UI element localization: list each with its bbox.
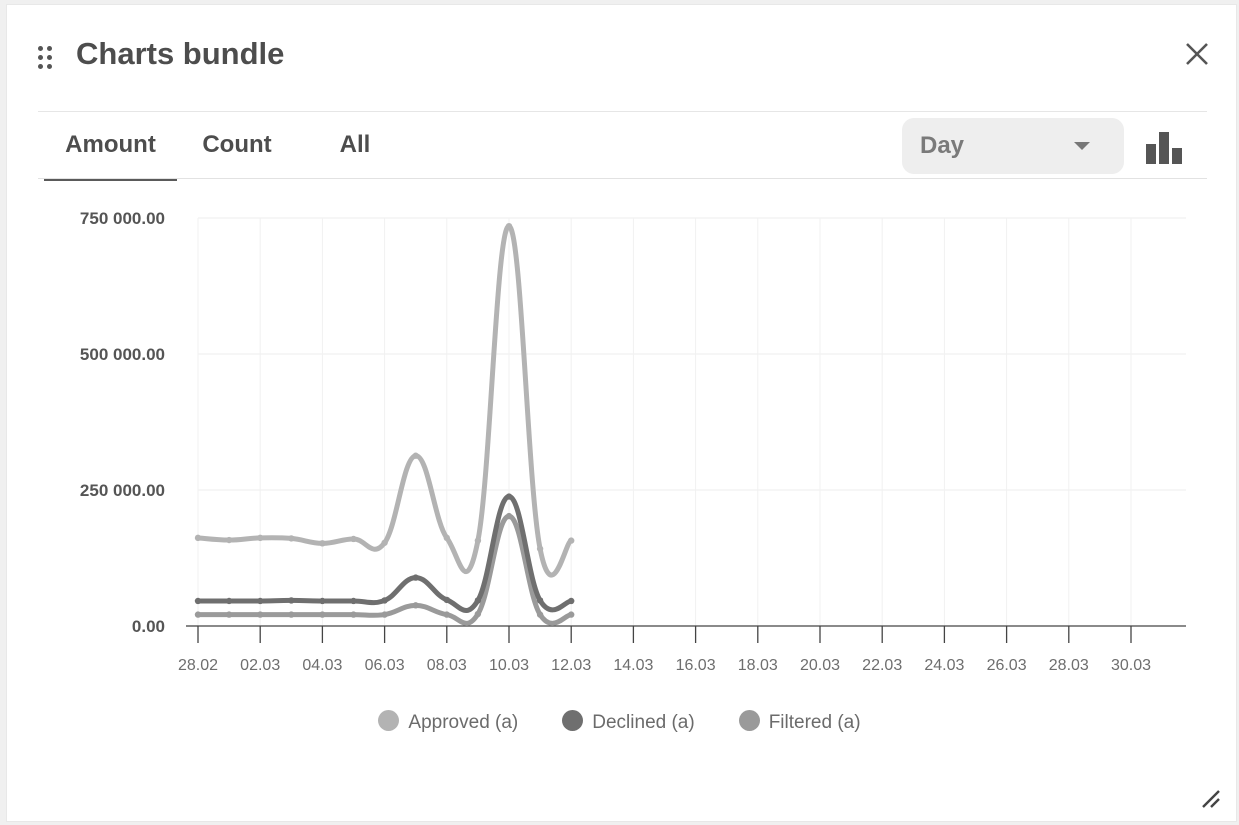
x-tick-label: 20.03 xyxy=(800,657,840,674)
data-point[interactable] xyxy=(257,597,264,605)
legend-marker xyxy=(562,710,584,732)
period-select-value: Day xyxy=(920,132,965,159)
data-point[interactable] xyxy=(443,596,450,604)
data-point[interactable] xyxy=(505,493,513,500)
x-tick-label: 22.03 xyxy=(862,657,902,674)
x-tick-label: 16.03 xyxy=(676,657,716,674)
chart-legend: Approved (a) Declined (a) Filtered (a) xyxy=(0,706,1239,740)
bar-chart-icon xyxy=(1146,132,1182,164)
data-point[interactable] xyxy=(474,597,482,604)
data-point[interactable] xyxy=(225,536,233,544)
x-tick-label: 10.03 xyxy=(489,657,529,674)
x-tick-label: 14.03 xyxy=(613,657,653,674)
data-point[interactable] xyxy=(319,611,326,618)
data-point[interactable] xyxy=(412,452,419,459)
close-button[interactable] xyxy=(1179,36,1215,72)
data-point[interactable] xyxy=(381,611,388,618)
tab-count[interactable]: Count xyxy=(202,131,272,158)
legend-marker xyxy=(738,710,760,732)
data-point[interactable] xyxy=(257,611,264,618)
data-point[interactable] xyxy=(505,512,513,520)
x-tick-label: 12.03 xyxy=(551,657,591,674)
y-tick-label: 0.00 xyxy=(132,617,165,636)
x-tick-label: 08.03 xyxy=(427,657,467,674)
data-point[interactable] xyxy=(568,611,575,618)
series-line-approved[interactable] xyxy=(195,223,574,578)
x-tick-label: 24.03 xyxy=(924,657,964,674)
legend-marker xyxy=(378,710,400,732)
legend-item[interactable]: Filtered (a) xyxy=(738,706,861,740)
chart-type-button[interactable] xyxy=(1144,130,1184,166)
drag-handle-icon[interactable] xyxy=(38,46,54,70)
data-point[interactable] xyxy=(225,611,233,618)
data-point[interactable] xyxy=(568,597,575,605)
legend-label: Approved (a) xyxy=(408,712,519,733)
period-select[interactable]: Day xyxy=(902,118,1124,174)
legend-item[interactable]: Declined (a) xyxy=(562,706,695,740)
legend-label: Filtered (a) xyxy=(768,712,861,733)
x-tick-label: 18.03 xyxy=(738,657,778,674)
y-tick-label: 750 000.00 xyxy=(80,209,165,228)
header-divider xyxy=(38,111,1207,112)
data-point[interactable] xyxy=(536,597,544,604)
tabs-divider xyxy=(38,178,1207,179)
chevron-down-icon xyxy=(1074,142,1090,150)
x-tick-label: 26.03 xyxy=(987,657,1027,674)
legend-item[interactable]: Approved (a) xyxy=(378,706,518,740)
data-point[interactable] xyxy=(381,597,388,604)
data-point[interactable] xyxy=(288,611,295,618)
data-point[interactable] xyxy=(194,534,202,542)
data-point[interactable] xyxy=(194,611,202,618)
data-point[interactable] xyxy=(474,537,482,544)
data-point[interactable] xyxy=(412,574,419,581)
data-point[interactable] xyxy=(257,534,264,542)
data-point[interactable] xyxy=(350,535,357,543)
widget-header: Charts bundle xyxy=(38,28,1215,84)
data-point[interactable] xyxy=(568,537,575,544)
data-point[interactable] xyxy=(350,597,357,605)
x-tick-label: 28.02 xyxy=(178,657,218,674)
tab-amount[interactable]: Amount xyxy=(44,112,177,181)
data-point[interactable] xyxy=(319,540,326,547)
legend-label: Declined (a) xyxy=(592,712,695,733)
x-tick-label: 02.03 xyxy=(240,657,280,674)
y-tick-label: 250 000.00 xyxy=(80,481,165,500)
data-point[interactable] xyxy=(474,610,482,618)
x-tick-label: 04.03 xyxy=(302,657,342,674)
line-chart: 0.00 250 000.00 500 000.00 750 000.00 28.02 0… xyxy=(80,209,1186,674)
data-point[interactable] xyxy=(536,545,544,552)
x-tick-label: 28.03 xyxy=(1049,657,1089,674)
data-point[interactable] xyxy=(350,611,357,618)
x-tick-label: 06.03 xyxy=(365,657,405,674)
data-point[interactable] xyxy=(288,597,295,604)
data-point[interactable] xyxy=(443,611,450,618)
data-point[interactable] xyxy=(505,222,513,230)
data-point[interactable] xyxy=(225,597,233,605)
data-point[interactable] xyxy=(412,602,419,609)
data-point[interactable] xyxy=(194,597,202,605)
x-tick-label: 30.03 xyxy=(1111,657,1151,674)
close-icon xyxy=(1186,43,1208,65)
data-point[interactable] xyxy=(536,611,544,618)
y-tick-label: 500 000.00 xyxy=(80,345,165,364)
resize-handle-icon xyxy=(1202,790,1220,808)
tab-all[interactable]: All xyxy=(339,131,371,158)
widget-title: Charts bundle xyxy=(76,36,285,71)
data-point[interactable] xyxy=(381,539,388,546)
data-point[interactable] xyxy=(288,535,295,542)
data-point[interactable] xyxy=(443,534,450,542)
data-point[interactable] xyxy=(319,597,326,605)
resize-handle[interactable] xyxy=(1199,787,1223,811)
